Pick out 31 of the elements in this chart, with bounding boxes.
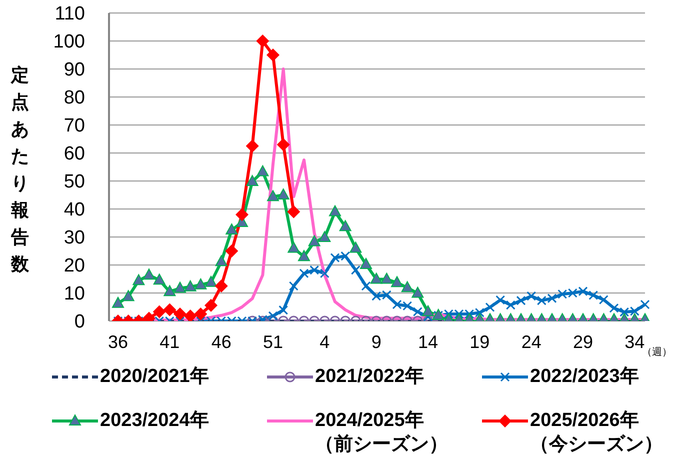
x-axis-title: （週） bbox=[642, 347, 672, 359]
x-tick-label: 14 bbox=[418, 332, 438, 352]
x-tick-label: 34 bbox=[624, 332, 645, 352]
y-tick-label: 100 bbox=[53, 32, 85, 53]
x-tick-label: 36 bbox=[108, 332, 128, 352]
y-axis-title: 定点あたり報告数 bbox=[10, 64, 30, 276]
y-tick-label: 90 bbox=[64, 60, 85, 81]
legend-label: 2022/2023年 bbox=[530, 365, 640, 389]
legend-label: 2025/2026年（今シーズン） bbox=[530, 409, 664, 457]
legend-label: 2024/2025年（前シーズン） bbox=[315, 409, 449, 457]
y-tick-label: 110 bbox=[54, 4, 85, 25]
y-tick-label: 40 bbox=[64, 200, 85, 221]
y-tick-label: 70 bbox=[64, 116, 85, 137]
y-tick-label: 60 bbox=[64, 144, 85, 165]
y-tick-label: 80 bbox=[64, 88, 85, 109]
y-tick-label: 30 bbox=[64, 228, 85, 249]
x-tick-label: 24 bbox=[521, 332, 542, 352]
x-tick-label: 19 bbox=[470, 332, 490, 352]
x-tick-label: 4 bbox=[320, 332, 330, 352]
y-tick-label: 10 bbox=[64, 284, 85, 305]
x-tick-label: 9 bbox=[371, 332, 382, 352]
x-tick-label: 29 bbox=[572, 332, 594, 352]
y-tick-label: 50 bbox=[64, 172, 85, 193]
legend-label: 2021/2022年 bbox=[315, 365, 425, 389]
x-tick-label: 41 bbox=[160, 332, 180, 352]
y-tick-label: 0 bbox=[74, 312, 85, 333]
legend-label: 2020/2021年 bbox=[100, 365, 210, 389]
legend-label: 2023/2024年 bbox=[100, 409, 210, 433]
x-tick-label: 51 bbox=[262, 332, 284, 352]
y-tick-label: 20 bbox=[64, 256, 85, 277]
x-tick-label: 46 bbox=[211, 332, 232, 352]
